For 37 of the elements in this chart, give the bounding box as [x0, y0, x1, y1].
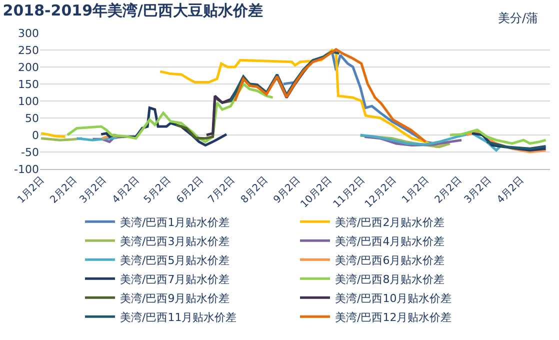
legend-label: 美湾/巴西5月贴水价差: [120, 254, 230, 267]
legend-label: 美湾/巴西10月贴水价差: [335, 292, 452, 305]
y-tick-label: 100: [18, 94, 39, 108]
x-tick-label: 4月2日: [495, 174, 526, 206]
x-tick-label: 3月2日: [462, 174, 494, 206]
y-tick-label: 300: [18, 26, 39, 40]
x-tick-label: 7月2日: [206, 174, 238, 206]
x-tick-label: 8月2日: [239, 174, 270, 206]
text: 美分/蒲: [498, 11, 538, 25]
x-tick-label: 5月2日: [142, 174, 174, 206]
legend-label: 美湾/巴西8月贴水价差: [335, 272, 445, 286]
y-tick-label: 0: [32, 128, 39, 142]
legend-label: 美湾/巴西2月贴水价差: [335, 216, 445, 229]
legend-label: 美湾/巴西7月贴水价差: [120, 272, 230, 286]
legend-label: 美湾/巴西11月贴水价差: [120, 310, 237, 324]
y-tick-label: 50: [25, 112, 39, 125]
x-tick-label: 3月2日: [78, 174, 109, 206]
legend-label: 美湾/巴西6月贴水价差: [335, 254, 445, 267]
legend-label: 美湾/巴西4月贴水价差: [335, 234, 445, 248]
y-tick-label: -100: [14, 162, 39, 176]
y-tick-label: -50: [21, 146, 39, 159]
y-tick-label: 150: [18, 78, 39, 91]
legend-label: 美湾/巴西9月贴水价差: [120, 292, 230, 305]
x-tick-label: 6月2日: [174, 174, 206, 206]
legend-label: 美湾/巴西12月贴水价差: [335, 310, 452, 324]
legend-label: 美湾/巴西3月贴水价差: [120, 234, 230, 248]
x-tick-label: 2月2日: [433, 174, 464, 206]
y-tick-label: 200: [18, 60, 39, 74]
x-tick-label: 1月2日: [400, 174, 432, 206]
x-tick-label: 1月2日: [16, 174, 47, 206]
x-tick-label: 10月2日: [298, 174, 334, 210]
legend-label: 美湾/巴西1月贴水价差: [120, 216, 230, 229]
x-tick-label: 2月2日: [48, 174, 80, 206]
x-tick-label: 12月2日: [363, 174, 399, 210]
chart-title: 2018-2019年美湾/巴西大豆贴水价差: [2, 2, 263, 20]
y-tick-label: 250: [18, 44, 39, 57]
x-tick-label: 4月2日: [110, 174, 142, 206]
